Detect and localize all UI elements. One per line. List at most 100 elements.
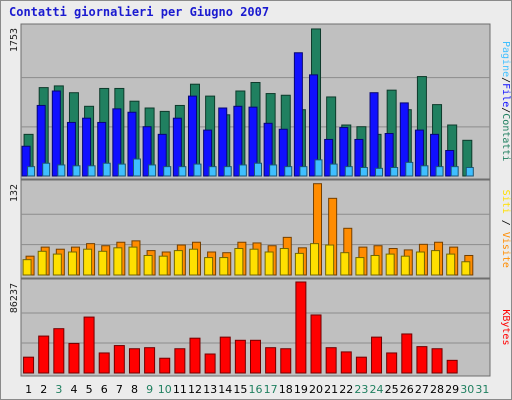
x-tick-label-day-22: 22 xyxy=(339,383,353,396)
bar-kbytes-day-23 xyxy=(355,356,367,374)
x-tick-label-day-9: 9 xyxy=(146,383,153,396)
bar-siti-day-30 xyxy=(461,261,471,276)
panel-top-legend: Pagine/File/Contatti xyxy=(500,41,511,161)
x-tick-label-day-20: 20 xyxy=(309,383,323,396)
bar-file-day-5 xyxy=(82,117,92,177)
bar-kbytes-day-8 xyxy=(128,348,140,374)
bar-kbytes-day-5 xyxy=(83,316,95,374)
bar-kbytes-day-7 xyxy=(113,345,125,374)
x-tick-label-day-2: 2 xyxy=(40,383,47,396)
bar-kbytes-day-14 xyxy=(219,336,231,374)
x-tick-label-day-28: 28 xyxy=(430,383,444,396)
x-tick-label-day-3: 3 xyxy=(55,383,62,396)
bar-pagine-day-15 xyxy=(238,164,247,177)
bar-file-day-15 xyxy=(233,105,243,177)
bar-siti-day-26 xyxy=(400,255,410,276)
x-tick-label-day-11: 11 xyxy=(173,383,187,396)
bar-pagine-day-13 xyxy=(208,166,217,177)
bar-siti-day-20 xyxy=(310,243,320,276)
bar-file-day-2 xyxy=(36,104,46,177)
panel-middle-ymax-label: 132 xyxy=(9,184,20,202)
x-tick-label-day-6: 6 xyxy=(101,383,108,396)
bar-siti-day-24 xyxy=(370,254,380,276)
bar-file-day-9 xyxy=(142,126,152,177)
bar-kbytes-day-24 xyxy=(371,336,383,374)
bar-kbytes-day-17 xyxy=(265,347,277,374)
bar-kbytes-day-22 xyxy=(340,351,352,374)
bar-kbytes-day-13 xyxy=(204,353,216,374)
bar-file-day-20 xyxy=(309,74,319,177)
bar-pagine-day-5 xyxy=(87,165,96,177)
bar-file-day-27 xyxy=(414,129,424,177)
bar-siti-day-7 xyxy=(113,247,123,276)
bar-kbytes-day-2 xyxy=(38,335,50,374)
bar-file-day-12 xyxy=(187,95,197,177)
bar-kbytes-day-16 xyxy=(250,339,261,374)
x-tick-label-day-17: 17 xyxy=(264,383,278,396)
bar-pagine-day-9 xyxy=(148,164,157,177)
bar-kbytes-day-15 xyxy=(234,339,246,374)
bar-siti-day-11 xyxy=(173,250,183,276)
x-tick-label-day-13: 13 xyxy=(203,383,217,396)
bar-kbytes-day-26 xyxy=(401,333,413,374)
bar-pagine-day-21 xyxy=(329,163,338,177)
bar-pagine-day-20 xyxy=(314,159,323,177)
bar-file-day-14 xyxy=(218,107,228,177)
bar-file-day-16 xyxy=(248,106,258,177)
bar-kbytes-day-29 xyxy=(446,359,458,374)
bar-siti-day-21 xyxy=(325,244,335,276)
legend-item-contatti: Contatti xyxy=(500,113,511,161)
bar-kbytes-day-6 xyxy=(98,352,110,374)
bar-siti-day-15 xyxy=(234,248,244,276)
bar-pagine-day-7 xyxy=(117,163,126,177)
bar-file-day-18 xyxy=(278,128,288,177)
bar-kbytes-day-10 xyxy=(159,357,171,374)
legend-item-visite: Visite xyxy=(500,232,511,268)
panel-top-ymax-label: 1753 xyxy=(9,28,20,52)
bar-siti-day-12 xyxy=(188,248,198,276)
x-tick-label-day-30: 30 xyxy=(460,383,474,396)
x-tick-label-day-31: 31 xyxy=(475,383,489,396)
x-tick-label-day-14: 14 xyxy=(218,383,232,396)
bar-pagine-day-19 xyxy=(299,166,308,177)
bar-pagine-day-11 xyxy=(178,166,187,177)
bar-siti-day-9 xyxy=(143,254,153,276)
bar-file-day-19 xyxy=(293,52,303,177)
bar-siti-day-8 xyxy=(128,246,138,276)
x-tick-label-day-27: 27 xyxy=(415,383,429,396)
bar-pagine-day-8 xyxy=(132,158,141,177)
panel-bottom-ymax-label: 86237 xyxy=(9,283,20,313)
x-tick-label-day-26: 26 xyxy=(400,383,414,396)
bar-file-day-4 xyxy=(66,121,76,177)
bar-pagine-day-2 xyxy=(42,162,51,177)
bar-pagine-day-27 xyxy=(420,165,429,177)
bar-siti-day-4 xyxy=(67,251,77,276)
legend-item-: / xyxy=(500,214,511,232)
bar-pagine-day-30 xyxy=(465,167,474,177)
legend-item-kbytes: KBytes xyxy=(500,309,511,345)
bar-kbytes-day-9 xyxy=(144,347,156,374)
bar-siti-day-5 xyxy=(83,248,93,276)
bar-kbytes-day-20 xyxy=(310,314,322,374)
bar-siti-day-13 xyxy=(204,257,214,276)
x-tick-label-day-23: 23 xyxy=(354,383,368,396)
bar-siti-day-19 xyxy=(294,252,304,276)
bar-siti-day-14 xyxy=(219,257,229,276)
legend-item-siti: Siti xyxy=(500,190,511,214)
legend-item-file: File xyxy=(500,83,511,107)
bar-siti-day-17 xyxy=(264,251,274,276)
bar-file-day-6 xyxy=(97,121,107,177)
bar-siti-day-28 xyxy=(431,250,441,276)
bar-kbytes-day-25 xyxy=(386,352,398,374)
bar-siti-day-6 xyxy=(98,250,108,276)
legend-item-pagine: Pagine xyxy=(500,41,511,77)
bar-pagine-day-3 xyxy=(57,164,66,177)
bar-file-day-21 xyxy=(324,138,334,177)
bar-siti-day-25 xyxy=(385,253,395,276)
bar-siti-day-18 xyxy=(279,248,289,276)
bar-file-day-13 xyxy=(203,129,213,177)
bar-kbytes-day-28 xyxy=(431,348,443,374)
bar-kbytes-day-18 xyxy=(280,348,292,374)
x-tick-label-day-1: 1 xyxy=(25,383,32,396)
